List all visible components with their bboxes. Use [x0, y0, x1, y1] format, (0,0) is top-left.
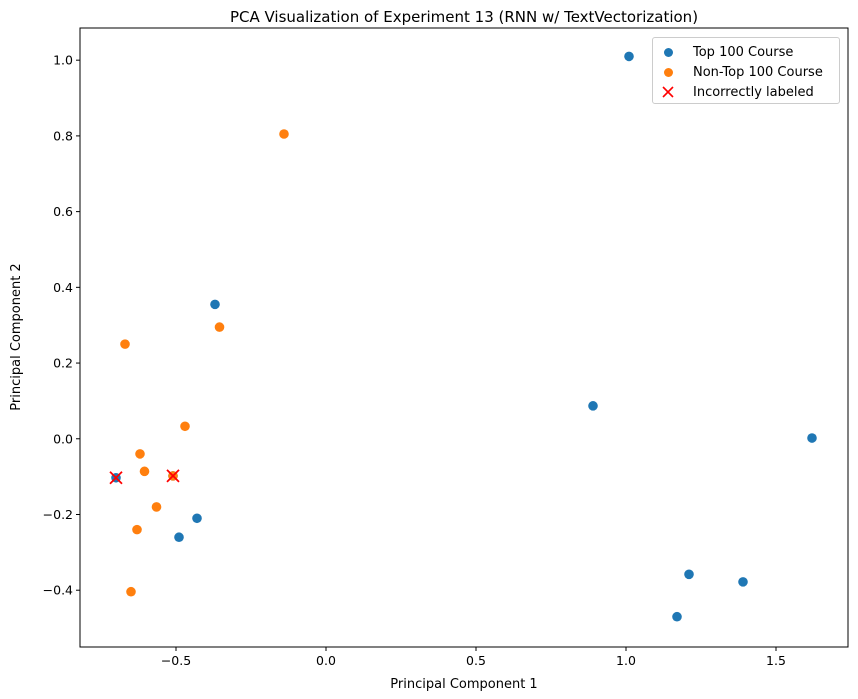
top-100-point [174, 532, 184, 543]
legend-label: Incorrectly labeled [693, 84, 814, 100]
y-tick-label: 0.2 [53, 356, 73, 371]
y-tick-label: −0.4 [43, 583, 73, 598]
top-100-point [672, 611, 682, 622]
non-top-100-point [139, 466, 150, 477]
x-axis: −0.5 0.0 0.5 1.0 1.5 [161, 647, 786, 668]
x-tick-label: 0.0 [316, 653, 336, 668]
legend: Top 100 Course Non-Top 100 Course Incorr… [652, 37, 840, 104]
non-top-100-point [135, 449, 145, 459]
red-x-marker-icon [661, 85, 675, 99]
y-tick-label: 0.8 [53, 128, 73, 143]
non-top-100-point [132, 524, 142, 535]
x-tick-label: 1.0 [616, 653, 636, 668]
top-100-point [738, 577, 748, 587]
plot-area [79, 27, 849, 648]
x-tick-label: −0.5 [161, 653, 191, 668]
incorrect-point-marker [166, 469, 180, 483]
y-axis: −0.4 −0.2 0.0 0.2 0.4 0.6 0.8 1.0 [43, 53, 80, 598]
y-tick-label: −0.2 [43, 507, 73, 522]
non-top-100-point [120, 339, 130, 349]
incorrect-point-marker [109, 471, 123, 485]
legend-item-top-100: Top 100 Course [661, 42, 839, 62]
top-100-point [684, 569, 694, 580]
y-tick-label: 1.0 [53, 53, 73, 68]
y-tick-label: 0.0 [53, 431, 73, 446]
y-axis-label: Principal Component 2 [9, 263, 24, 410]
legend-label: Non-Top 100 Course [693, 64, 823, 80]
legend-item-incorrect: Incorrectly labeled [661, 82, 839, 102]
y-tick-label: 0.4 [53, 280, 73, 295]
blue-circle-marker-icon [661, 45, 675, 59]
top-100-point [210, 299, 220, 310]
legend-label: Top 100 Course [693, 44, 794, 60]
orange-circle-marker-icon [661, 65, 675, 79]
non-top-100-point [279, 129, 289, 139]
top-100-point [624, 51, 634, 62]
x-tick-label: 0.5 [466, 653, 486, 668]
non-top-100-point [126, 586, 136, 597]
top-100-point [588, 401, 598, 411]
top-100-point [807, 433, 817, 443]
y-tick-label: 0.6 [53, 204, 73, 219]
data-points [109, 51, 817, 622]
x-axis-label: Principal Component 1 [390, 677, 537, 692]
non-top-100-point [214, 322, 225, 332]
non-top-100-point [180, 421, 190, 432]
chart-title: PCA Visualization of Experiment 13 (RNN … [230, 8, 698, 26]
x-tick-label: 1.5 [766, 653, 786, 668]
non-top-100-point [151, 502, 162, 512]
legend-item-non-top-100: Non-Top 100 Course [661, 62, 839, 82]
top-100-point [192, 513, 202, 524]
